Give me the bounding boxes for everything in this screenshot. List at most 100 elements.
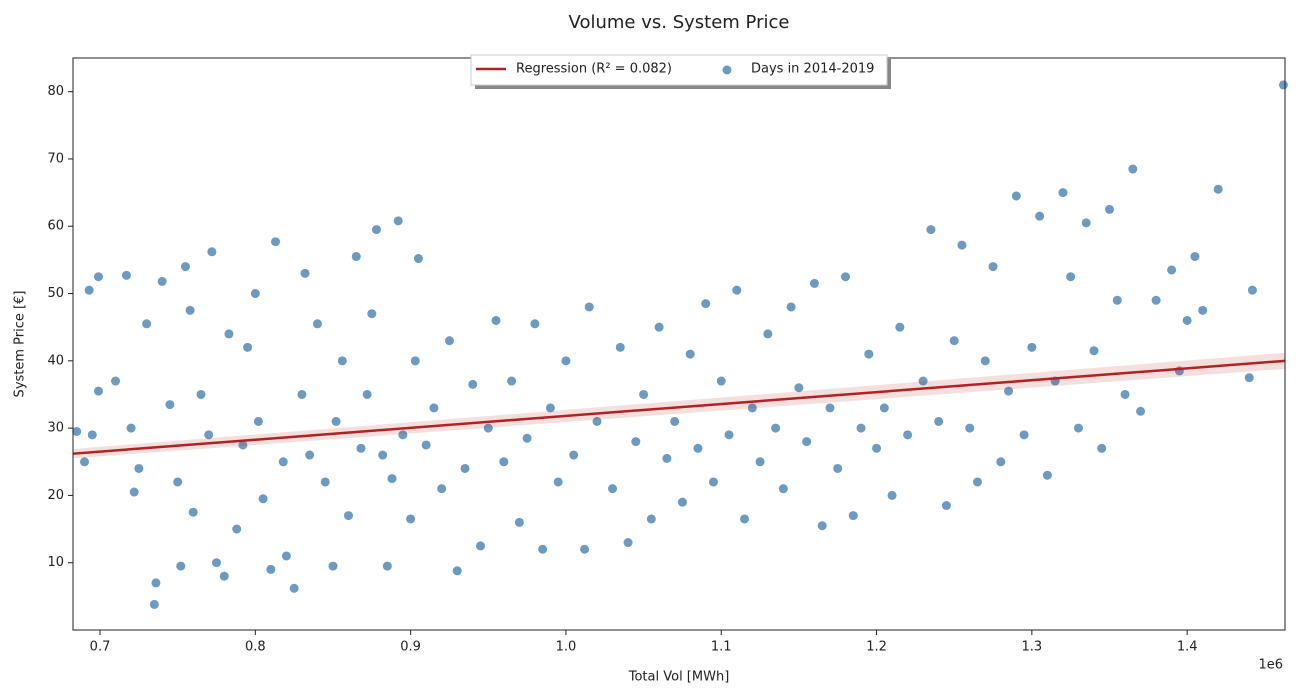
scatter-point: [297, 389, 307, 399]
x-tick-label: 1.0: [556, 640, 577, 655]
scatter-point: [778, 484, 788, 494]
scatter-point: [468, 379, 478, 389]
scatter-point: [87, 430, 97, 440]
scatter-point: [266, 564, 276, 574]
scatter-point: [1011, 191, 1021, 201]
scatter-point: [499, 457, 509, 467]
scatter-point: [639, 389, 649, 399]
scatter-point: [1097, 443, 1107, 453]
scatter-point: [367, 309, 377, 319]
scatter-point: [1136, 406, 1146, 416]
scatter-point: [289, 583, 299, 593]
scatter-point: [569, 450, 579, 460]
scatter-point: [232, 524, 242, 534]
scatter-point: [378, 450, 388, 460]
legend-box: [470, 54, 888, 86]
plot-frame: [72, 57, 1286, 631]
scatter-point: [142, 319, 152, 329]
y-tick-label: 70: [47, 151, 64, 166]
scatter-point: [149, 599, 159, 609]
scatter-point: [111, 376, 121, 386]
scatter-point: [848, 511, 858, 521]
scatter-point: [662, 453, 672, 463]
y-tick-label: 80: [47, 84, 64, 99]
scatter-point: [732, 285, 742, 295]
scatter-point: [387, 474, 397, 484]
scatter-point: [856, 423, 866, 433]
x-tick-label: 1.2: [866, 640, 887, 655]
scatter-point: [180, 262, 190, 272]
scatter-point: [271, 237, 281, 247]
scatter-point: [413, 254, 423, 264]
scatter-point: [809, 278, 819, 288]
legend-label: Regression (R² = 0.082): [516, 62, 672, 77]
scatter-point: [476, 541, 486, 551]
scatter-point: [1167, 265, 1177, 275]
scatter-point: [305, 450, 315, 460]
y-tick-label: 30: [47, 421, 64, 436]
x-tick-label: 1.1: [711, 640, 732, 655]
scatter-point: [491, 315, 501, 325]
scatter-point: [356, 443, 366, 453]
scatter-point: [362, 389, 372, 399]
scatter-point: [677, 497, 687, 507]
scatter-point: [794, 383, 804, 393]
scatter-point: [253, 416, 263, 426]
scatter-point: [918, 376, 928, 386]
scatter-point: [278, 457, 288, 467]
scatter-point: [300, 268, 310, 278]
scatter-point: [344, 511, 354, 521]
scatter-point: [382, 561, 392, 571]
scatter-point: [903, 430, 913, 440]
scatter-point: [1278, 80, 1288, 90]
scatter-point: [879, 403, 889, 413]
y-tick-label: 20: [47, 488, 64, 503]
scatter-point: [545, 403, 555, 413]
scatter-point: [724, 430, 734, 440]
scatter-point: [887, 490, 897, 500]
x-tick-label: 1.3: [1022, 640, 1043, 655]
scatter-point: [817, 521, 827, 531]
scatter-point: [429, 403, 439, 413]
scatter-point: [421, 440, 431, 450]
scatter-point: [258, 494, 268, 504]
scatter-point: [126, 423, 136, 433]
scatter-point: [207, 247, 217, 257]
scatter-point: [84, 285, 94, 295]
x-tick-label: 0.7: [90, 640, 111, 655]
confidence-band: [73, 352, 1285, 459]
y-tick-label: 10: [47, 555, 64, 570]
scatter-point: [1190, 252, 1200, 262]
scatter-point: [250, 289, 260, 299]
scatter-point: [406, 514, 416, 524]
scatter-point: [483, 423, 493, 433]
scatter-point: [972, 477, 982, 487]
scatter-point: [957, 240, 967, 250]
scatter-point: [444, 336, 454, 346]
scatter-point: [1120, 389, 1130, 399]
scatter-point: [623, 538, 633, 548]
scatter-point: [507, 376, 517, 386]
scatter-point: [1182, 315, 1192, 325]
legend: Regression (R² = 0.082) Days in 2014-2019: [470, 54, 891, 89]
scatter-point: [219, 571, 229, 581]
scatter-point: [763, 329, 773, 339]
scatter-point: [93, 272, 103, 282]
scatter-point: [786, 302, 796, 312]
scatter-point: [802, 437, 812, 447]
scatter-point: [157, 276, 167, 286]
scatter-point: [173, 477, 183, 487]
scatter-point: [1073, 423, 1083, 433]
scatter-point: [553, 477, 563, 487]
scatter-point: [580, 544, 590, 554]
scatter-point: [393, 216, 403, 226]
scatter-point: [701, 299, 711, 309]
scatter-point: [196, 389, 206, 399]
scatter-point: [212, 558, 222, 568]
scatter-point: [996, 457, 1006, 467]
scatter-point: [1151, 295, 1161, 305]
scatter-point: [1244, 373, 1254, 383]
scatter-point: [895, 322, 905, 332]
scatter-point: [716, 376, 726, 386]
scatter-point: [1081, 218, 1091, 228]
